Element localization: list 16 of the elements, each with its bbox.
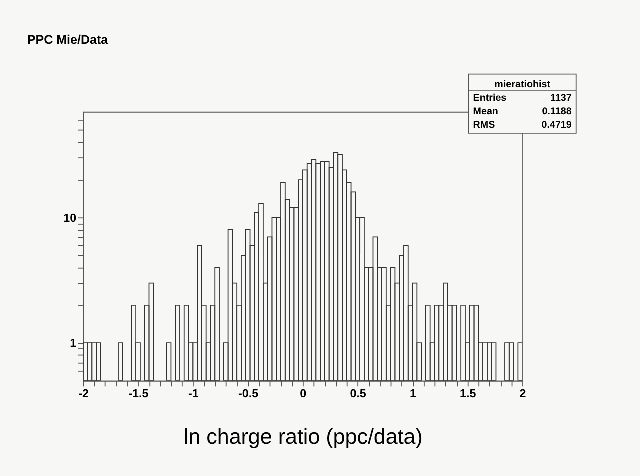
text: Mean 0.1188 (473, 106, 572, 118)
x-tick-label: 0.5 (350, 387, 367, 400)
text: mieratiohist (494, 80, 552, 91)
x-axis-title: ln charge ratio (ppc/data) (184, 425, 423, 450)
x-tick-label: -0.5 (238, 387, 260, 400)
x-tick-label: 0 (300, 387, 307, 400)
x-tick-label: -1.5 (128, 387, 150, 400)
chart-title: PPC Mie/Data (27, 33, 110, 48)
text: RMS 0.4719 (473, 120, 572, 132)
x-tick-label: 2 (520, 387, 527, 400)
x-tick-label: 1.5 (460, 387, 477, 400)
x-tick-label: 1 (410, 387, 417, 400)
y-tick-label: 10 (64, 212, 77, 225)
text: Entries 1137 (473, 93, 572, 104)
x-tick-label: -2 (78, 387, 90, 400)
x-tick-label: -1 (188, 387, 200, 400)
